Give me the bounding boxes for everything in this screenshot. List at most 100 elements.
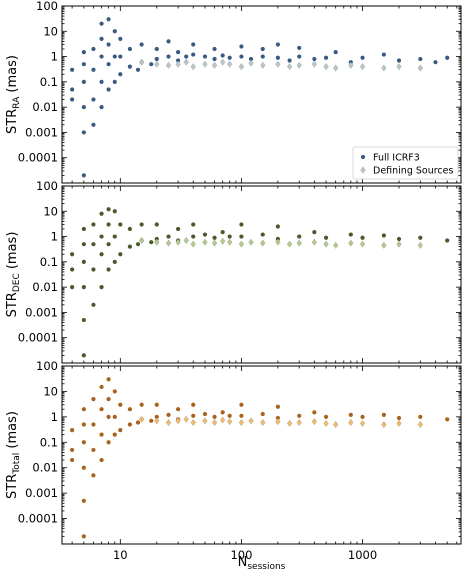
data-point — [91, 302, 96, 307]
data-point — [202, 417, 208, 425]
data-point — [91, 97, 96, 102]
series-defining-sources — [139, 58, 423, 72]
data-point — [183, 58, 189, 66]
data-point — [212, 56, 217, 62]
data-point — [81, 285, 86, 290]
data-point — [127, 64, 133, 69]
data-point — [191, 42, 196, 47]
data-point — [220, 410, 225, 415]
data-point — [227, 238, 233, 246]
data-point — [239, 44, 244, 49]
data-point — [359, 63, 366, 71]
data-point — [176, 226, 181, 232]
data-point — [260, 239, 266, 247]
data-point — [127, 46, 133, 52]
legend-label: Full ICRF3 — [373, 153, 420, 164]
data-point — [112, 79, 117, 84]
data-point — [227, 234, 232, 239]
data-point — [118, 428, 123, 433]
data-point — [81, 79, 86, 84]
data-point — [91, 447, 96, 453]
y-label-subscript: DEC — [12, 273, 22, 292]
data-point — [275, 404, 280, 409]
data-point — [154, 222, 159, 227]
data-point — [139, 58, 145, 66]
data-point — [220, 53, 225, 58]
data-point — [396, 63, 402, 71]
y-tick-label: 1 — [51, 50, 58, 64]
data-point — [154, 56, 159, 62]
data-point — [106, 222, 111, 227]
y-tick-label: 100 — [36, 0, 58, 13]
y-label-main: STR — [5, 474, 20, 499]
data-point — [418, 56, 423, 62]
data-point — [323, 235, 329, 240]
data-point — [112, 432, 117, 437]
data-point — [165, 419, 172, 426]
data-point — [238, 240, 245, 248]
data-point — [70, 428, 75, 433]
data-point — [99, 79, 104, 84]
data-point — [165, 61, 172, 69]
data-point — [91, 67, 96, 72]
data-point — [418, 235, 423, 240]
data-point — [70, 267, 75, 272]
data-point — [81, 50, 86, 55]
data-point — [183, 237, 189, 244]
data-point — [106, 377, 111, 382]
data-point — [445, 238, 450, 243]
data-point — [333, 241, 339, 249]
data-point — [154, 402, 159, 407]
data-point — [239, 234, 244, 239]
data-point — [211, 419, 218, 426]
data-point — [311, 418, 317, 426]
data-point — [323, 414, 329, 419]
data-point — [348, 419, 354, 426]
data-point — [112, 29, 117, 34]
chart-panel-2: 100 10 1 0.1 0.01 0.001 0.0001 STRDEC (mas) — [5, 179, 462, 364]
data-point — [70, 457, 75, 463]
data-point — [190, 419, 196, 426]
data-point — [239, 222, 244, 227]
data-point — [81, 105, 86, 110]
y-tick-label: 0.0001 — [18, 512, 58, 526]
data-point — [106, 17, 111, 22]
chart-panel-3: 100 10 1 0.1 0.01 0.001 0.0001 10 100 1000 STRTota… — [5, 359, 462, 572]
data-point — [149, 62, 154, 67]
data-point — [287, 420, 293, 427]
data-point — [418, 414, 423, 419]
data-point — [99, 457, 104, 463]
y-tick-label: 0.0001 — [18, 331, 58, 345]
data-point — [287, 58, 292, 63]
x-tick-label: 100 — [230, 548, 252, 562]
y-tick-label: 10 — [43, 384, 58, 398]
data-point — [381, 52, 386, 57]
y-tick-label: 10 — [43, 24, 58, 38]
data-point — [112, 389, 117, 394]
legend-marker — [360, 166, 366, 174]
data-point — [112, 259, 117, 264]
y-tick-label: 0.1 — [40, 75, 58, 89]
data-point — [275, 418, 281, 426]
data-point — [127, 407, 133, 412]
data-point — [417, 421, 423, 428]
data-point — [348, 232, 353, 237]
data-point — [311, 60, 317, 68]
y-tick-label: 0.01 — [32, 280, 58, 294]
data-point — [81, 534, 86, 539]
x-tick-label: 1000 — [348, 548, 377, 562]
data-point — [91, 122, 96, 127]
data-point — [135, 420, 141, 425]
y-tick-label: 0.01 — [32, 100, 58, 114]
data-point — [106, 414, 111, 419]
y-axis-label: STRRA (mas) — [5, 55, 22, 134]
data-point — [417, 241, 423, 249]
data-point — [190, 63, 196, 71]
data-point — [212, 414, 217, 419]
data-point — [118, 222, 123, 227]
data-point — [348, 61, 354, 69]
y-tick-label: 100 — [36, 359, 58, 373]
data-point — [191, 413, 196, 418]
data-point — [112, 414, 117, 419]
data-point — [227, 418, 233, 426]
